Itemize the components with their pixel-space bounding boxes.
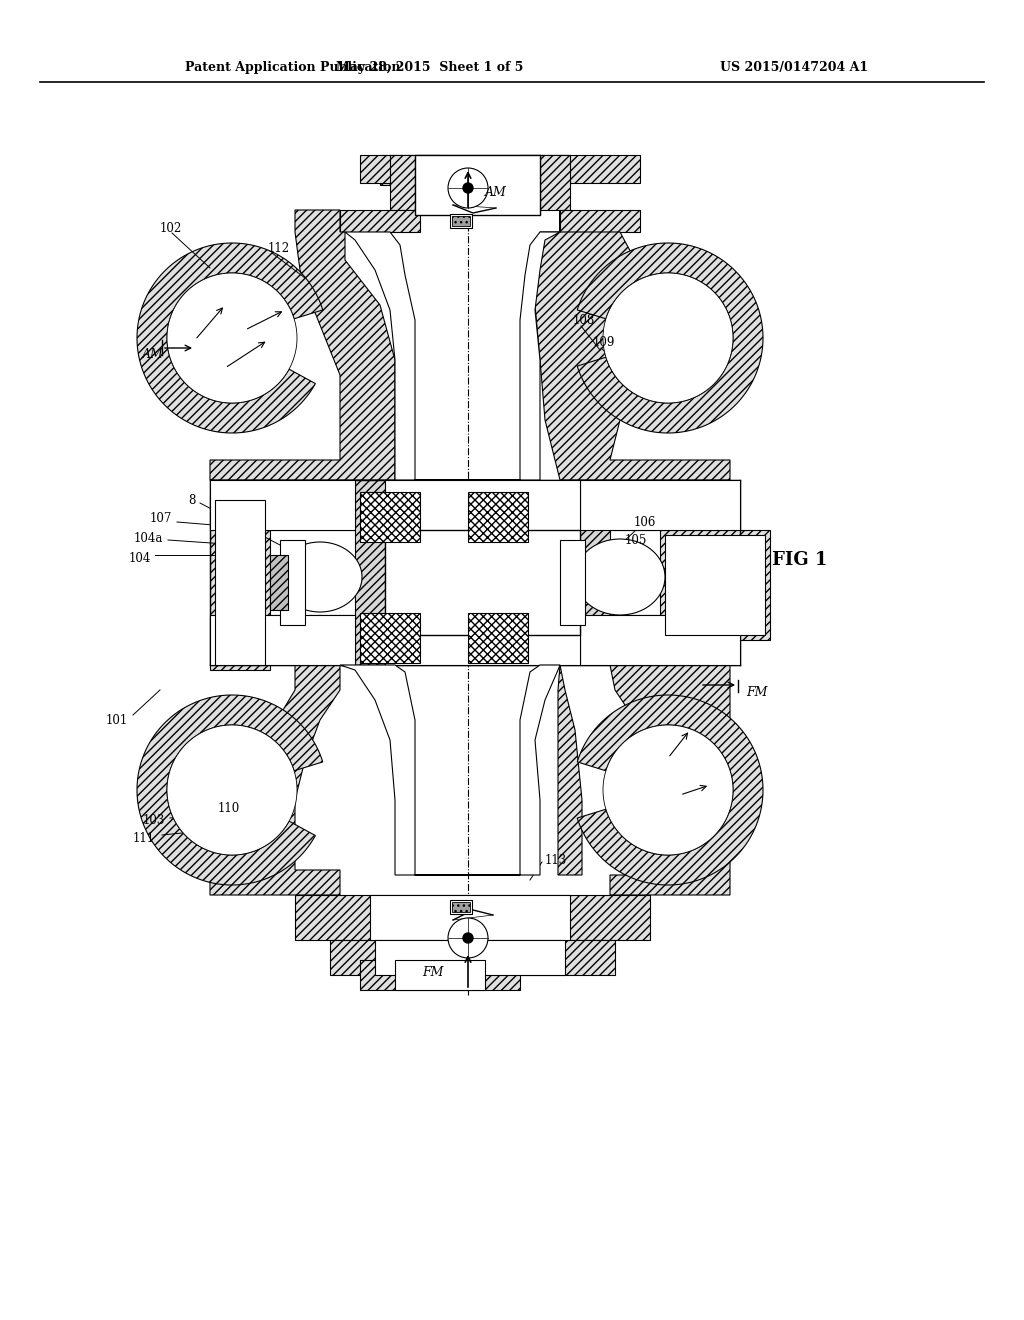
Text: 8: 8 [188, 494, 196, 507]
Bar [215, 500, 265, 665]
Polygon shape [345, 232, 560, 480]
Bar [280, 540, 305, 624]
Bar [380, 154, 565, 185]
Text: 103: 103 [142, 813, 165, 826]
Bar [340, 210, 420, 232]
Polygon shape [575, 539, 665, 615]
Bar [468, 612, 528, 663]
Circle shape [449, 917, 488, 958]
Bar [452, 902, 470, 912]
Bar [375, 940, 565, 975]
Polygon shape [167, 273, 297, 403]
Polygon shape [167, 725, 297, 855]
Polygon shape [340, 665, 560, 875]
Text: May 28, 2015  Sheet 1 of 5: May 28, 2015 Sheet 1 of 5 [336, 62, 523, 74]
Bar [660, 531, 770, 640]
Bar [210, 480, 740, 531]
Text: 113: 113 [545, 854, 567, 866]
Polygon shape [535, 210, 730, 480]
Text: AM: AM [485, 186, 507, 198]
Text: 112: 112 [268, 242, 290, 255]
Bar [580, 615, 740, 665]
Polygon shape [603, 725, 733, 855]
Text: 104: 104 [129, 552, 151, 565]
Text: 105: 105 [625, 533, 647, 546]
Bar [390, 154, 570, 210]
Bar [468, 492, 528, 543]
Bar [385, 531, 580, 635]
Bar [415, 154, 540, 215]
Bar [210, 495, 270, 671]
Bar [560, 154, 640, 183]
Bar [360, 154, 440, 183]
Text: 107: 107 [150, 511, 172, 524]
Text: 104a: 104a [133, 532, 163, 544]
Bar [360, 960, 520, 990]
Circle shape [449, 168, 488, 209]
Text: 102: 102 [160, 222, 182, 235]
Text: 111: 111 [133, 832, 155, 845]
Bar [210, 480, 355, 531]
Text: Patent Application Publication: Patent Application Publication [185, 62, 400, 74]
Polygon shape [558, 665, 730, 895]
Text: FIG 1: FIG 1 [772, 550, 827, 569]
Bar [330, 940, 615, 975]
Bar [360, 492, 420, 543]
Bar [520, 154, 570, 185]
Bar [450, 214, 472, 228]
Text: FM: FM [422, 965, 443, 978]
Text: 109: 109 [593, 335, 615, 348]
Text: 108: 108 [573, 314, 595, 326]
Polygon shape [603, 273, 733, 403]
Bar [665, 535, 765, 635]
Bar [210, 615, 355, 665]
Polygon shape [210, 210, 395, 480]
Polygon shape [279, 543, 362, 612]
Text: 110: 110 [218, 801, 241, 814]
Text: 106: 106 [634, 516, 656, 528]
Bar [295, 895, 650, 940]
Bar [370, 895, 570, 940]
Bar [385, 480, 580, 665]
Text: 101: 101 [105, 714, 128, 726]
Bar [560, 210, 640, 232]
Polygon shape [210, 665, 340, 895]
Bar [355, 480, 610, 665]
Bar [452, 216, 470, 226]
Bar [210, 615, 740, 665]
Text: FM: FM [746, 685, 768, 698]
Text: US 2015/0147204 A1: US 2015/0147204 A1 [720, 62, 868, 74]
Bar [450, 900, 472, 913]
Text: AM: AM [142, 348, 164, 362]
Bar [360, 612, 420, 663]
Polygon shape [578, 243, 763, 433]
Polygon shape [578, 696, 763, 884]
Polygon shape [137, 696, 323, 884]
Bar [580, 480, 740, 531]
Polygon shape [137, 243, 323, 433]
Circle shape [463, 183, 473, 193]
Bar [560, 540, 585, 624]
Bar [395, 960, 485, 990]
Bar [270, 554, 288, 610]
Circle shape [463, 933, 473, 942]
